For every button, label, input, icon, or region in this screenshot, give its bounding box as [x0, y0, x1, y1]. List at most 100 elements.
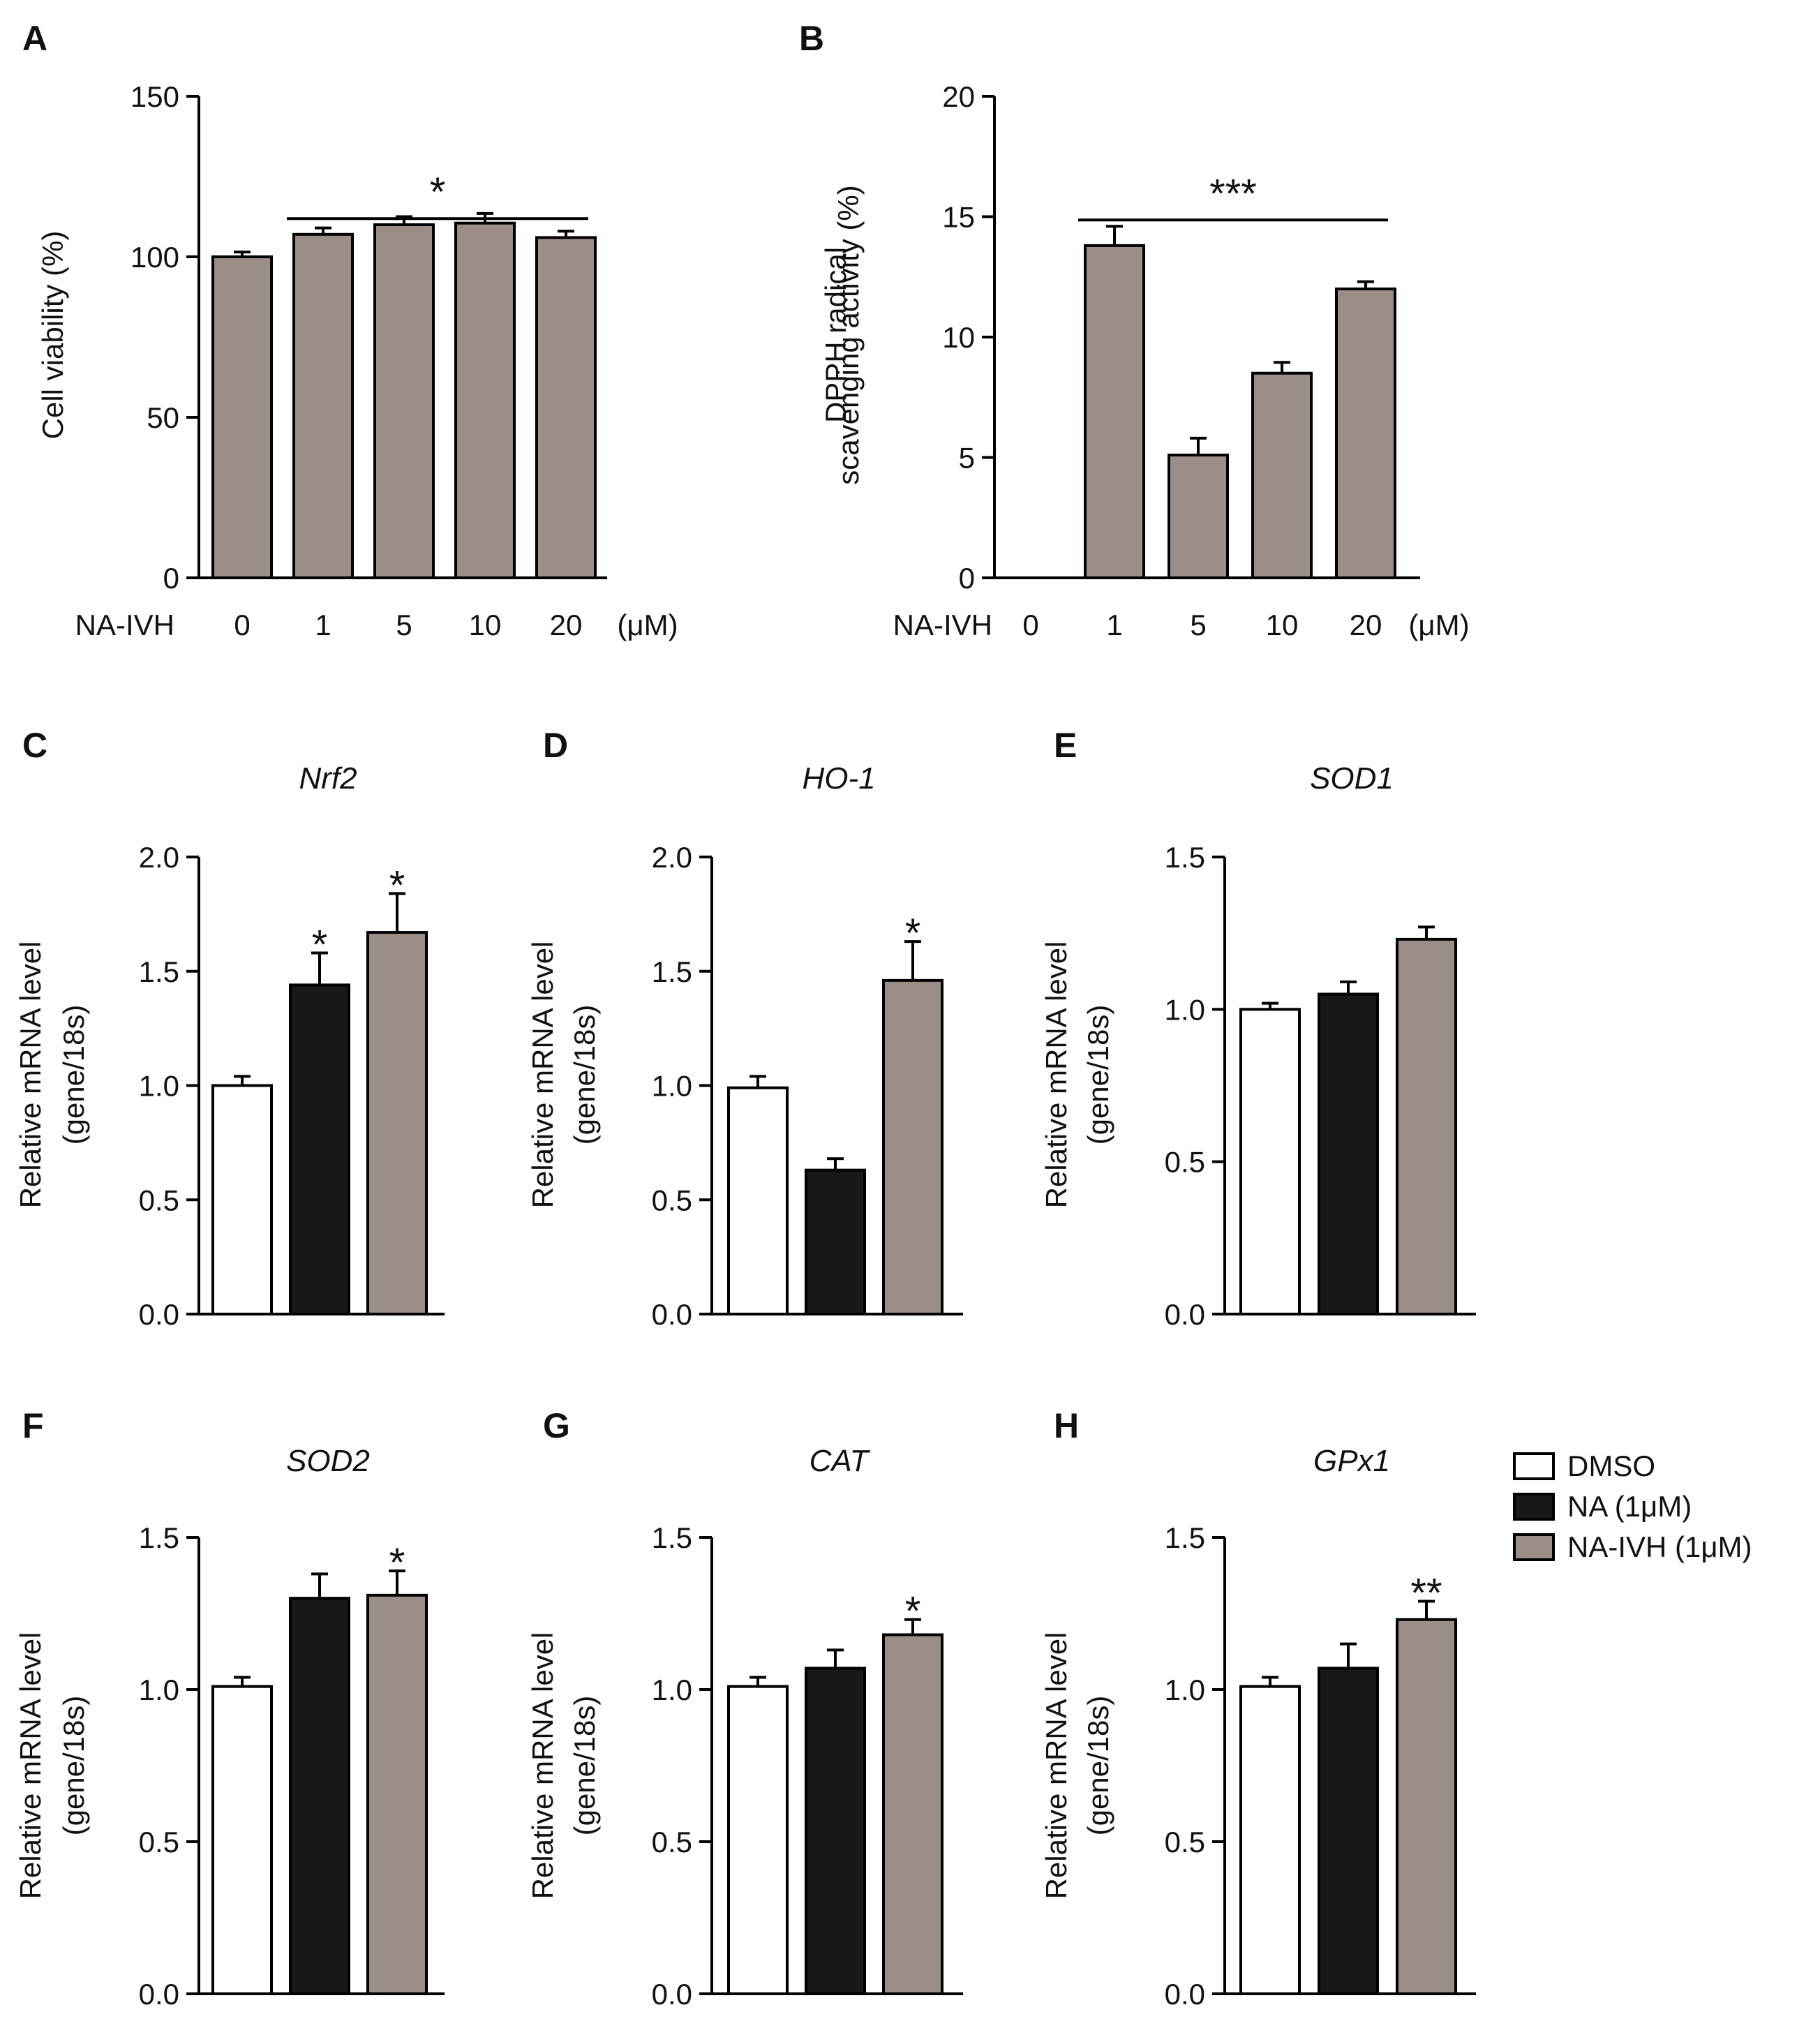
- panel-title-g: CAT: [810, 1444, 871, 1478]
- bar-a-4: [535, 236, 597, 579]
- x-axis-unit-a: (μM): [617, 609, 678, 641]
- bar-a-1: [292, 232, 354, 579]
- bar-e-1: [1318, 992, 1379, 1315]
- y-tick-label-d-2: 1.0: [652, 1070, 692, 1103]
- y-axis-label-f-line1: Relative mRNA level: [14, 1632, 47, 1900]
- y-tick-label-h-3: 1.5: [1165, 1521, 1205, 1554]
- y-tick-label-c-1: 0.5: [139, 1184, 179, 1216]
- y-tick-label-g-3: 1.5: [652, 1521, 692, 1554]
- x-tick-label-a-2: 5: [396, 609, 412, 641]
- bar-b-3: [1251, 371, 1313, 579]
- bar-b-4: [1335, 288, 1396, 579]
- x-tick-label-b-0: 0: [1022, 609, 1038, 641]
- panel-e: E SOD1 Relative mRNA level (gene/18s) 0.0 0.5…: [1040, 726, 1476, 1331]
- y-tick-label-h-0: 0.0: [1165, 1978, 1205, 2011]
- significance-label-a: *: [430, 170, 446, 215]
- bar-b-2: [1168, 454, 1229, 579]
- legend-item-na-ivh: NA-IVH (1μM): [1513, 1529, 1806, 1570]
- y-tick-label-c-4: 2.0: [139, 841, 179, 874]
- bar-f-1: [289, 1597, 350, 1995]
- bar-h-1: [1318, 1667, 1379, 1995]
- y-tick-label-h-2: 1.0: [1165, 1673, 1205, 1706]
- significance-c-2: *: [389, 863, 405, 908]
- significance-label-b: ***: [1209, 171, 1257, 216]
- legend-label-dmso: DMSO: [1567, 1449, 1655, 1482]
- panel-letter-e: E: [1054, 726, 1077, 765]
- y-tick-label-g-0: 0.0: [652, 1978, 692, 2011]
- bar-a-3: [454, 221, 516, 579]
- panel-letter-f: F: [22, 1406, 44, 1445]
- legend: DMSO NA (1μM) NA-IVH (1μM): [1513, 1448, 1806, 1570]
- y-tick-label-b-4: 20: [942, 80, 975, 113]
- y-tick-label-f-3: 1.5: [139, 1521, 179, 1554]
- y-tick-label-b-1: 5: [959, 442, 975, 475]
- panel-d: D HO-1 Relative mRNA level (gene/18s) 0.0 0.5…: [526, 726, 963, 1331]
- significance-d-2: *: [905, 911, 921, 956]
- y-tick-label-a-1: 50: [147, 401, 179, 434]
- panel-letter-a: A: [22, 19, 47, 58]
- legend-swatch-na: [1513, 1493, 1555, 1521]
- y-tick-label-c-2: 1.0: [139, 1070, 179, 1103]
- bar-c-1: [289, 983, 350, 1316]
- y-axis-label-g-line2: (gene/18s): [568, 1696, 601, 1836]
- significance-f-2: *: [389, 1540, 405, 1586]
- y-tick-label-e-3: 1.5: [1165, 841, 1205, 874]
- y-tick-label-d-1: 0.5: [652, 1184, 692, 1216]
- panel-title-e: SOD1: [1310, 761, 1394, 796]
- bar-e-2: [1396, 937, 1457, 1315]
- bar-g-1: [805, 1667, 866, 1995]
- y-tick-label-d-0: 0.0: [652, 1298, 692, 1331]
- panel-h: H GPx1 Relative mRNA level (gene/18s) 0.0 0.5…: [1040, 1406, 1476, 2011]
- x-tick-label-a-3: 10: [469, 609, 502, 641]
- y-tick-label-d-4: 2.0: [652, 841, 692, 874]
- y-axis-label-g-line1: Relative mRNA level: [526, 1632, 559, 1900]
- bar-g-0: [727, 1685, 789, 1995]
- panel-a: A Cell viability (%) 0 50 100 150 0 1 5 10 20 NA-IV…: [22, 19, 678, 641]
- x-tick-label-a-1: 1: [315, 609, 331, 641]
- y-axis-label-b-line2: scavenging activity (%): [832, 185, 865, 485]
- y-tick-label-g-1: 0.5: [652, 1826, 692, 1858]
- y-tick-label-b-3: 15: [942, 201, 975, 234]
- legend-label-na-ivh: NA-IVH (1μM): [1567, 1530, 1752, 1563]
- y-axis-label-e-line2: (gene/18s): [1082, 1005, 1114, 1145]
- panel-letter-h: H: [1054, 1406, 1079, 1445]
- x-tick-label-b-1: 1: [1106, 609, 1122, 641]
- y-tick-label-d-3: 1.5: [652, 955, 692, 988]
- bar-f-0: [211, 1685, 273, 1995]
- y-tick-label-a-0: 0: [163, 562, 179, 595]
- bar-b-1: [1084, 244, 1145, 579]
- y-tick-label-a-2: 100: [130, 241, 179, 274]
- y-axis-label-b-line1: DPPH radical: [819, 247, 852, 423]
- panel-c: C Nrf2 Relative mRNA level (gene/18s) 0.0 0.5…: [14, 726, 445, 1331]
- bar-f-2: [366, 1593, 428, 1996]
- y-tick-label-b-0: 0: [959, 562, 975, 595]
- y-axis-label-c-line2: (gene/18s): [57, 1005, 90, 1145]
- panel-title-f: SOD2: [286, 1444, 370, 1478]
- bar-d-0: [727, 1086, 789, 1316]
- y-tick-label-a-3: 150: [130, 80, 179, 113]
- legend-item-dmso: DMSO: [1513, 1448, 1806, 1489]
- y-axis-label-d-line1: Relative mRNA level: [526, 941, 559, 1209]
- y-axis-label-f-line2: (gene/18s): [57, 1696, 90, 1836]
- legend-item-na: NA (1μM): [1513, 1489, 1806, 1529]
- y-tick-label-g-2: 1.0: [652, 1673, 692, 1706]
- x-tick-label-a-0: 0: [234, 609, 250, 641]
- y-tick-label-e-2: 1.0: [1165, 993, 1205, 1026]
- bar-h-2: [1396, 1618, 1457, 1995]
- y-axis-label-c-line1: Relative mRNA level: [14, 941, 47, 1209]
- legend-label-na: NA (1μM): [1567, 1490, 1692, 1523]
- x-tick-label-b-4: 20: [1350, 609, 1382, 641]
- x-axis-prefix-b: NA-IVH: [893, 609, 992, 641]
- x-tick-label-b-2: 5: [1190, 609, 1206, 641]
- y-tick-label-e-0: 0.0: [1165, 1298, 1205, 1331]
- bar-d-1: [805, 1168, 866, 1316]
- legend-swatch-na-ivh: [1513, 1533, 1555, 1561]
- y-tick-label-c-3: 1.5: [139, 955, 179, 988]
- bar-d-2: [882, 978, 943, 1315]
- panel-letter-g: G: [543, 1406, 570, 1445]
- significance-g-2: *: [905, 1589, 921, 1634]
- significance-h-2: **: [1410, 1571, 1442, 1616]
- bar-a-2: [373, 223, 435, 579]
- bar-c-2: [366, 931, 428, 1315]
